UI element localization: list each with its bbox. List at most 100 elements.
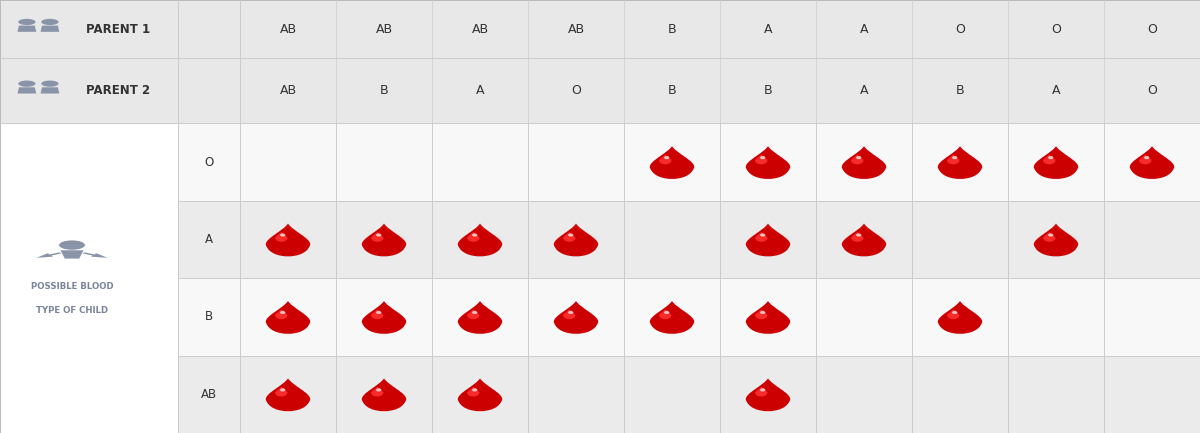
Bar <box>240 355 336 433</box>
Text: A: A <box>859 23 869 36</box>
PathPatch shape <box>553 223 599 256</box>
Text: B: B <box>955 84 965 97</box>
PathPatch shape <box>937 146 983 179</box>
FancyArrow shape <box>83 252 108 258</box>
Ellipse shape <box>472 233 478 237</box>
PathPatch shape <box>649 301 695 334</box>
Bar <box>1008 278 1104 355</box>
PathPatch shape <box>841 223 887 256</box>
Ellipse shape <box>280 388 286 391</box>
Text: B: B <box>667 84 677 97</box>
Text: B: B <box>763 84 773 97</box>
Text: PARENT 1: PARENT 1 <box>86 23 150 36</box>
PathPatch shape <box>659 155 672 164</box>
PathPatch shape <box>1139 155 1152 164</box>
Ellipse shape <box>280 233 286 237</box>
Bar <box>1008 355 1104 433</box>
Text: O: O <box>1051 23 1061 36</box>
Ellipse shape <box>760 388 766 391</box>
Bar <box>336 278 432 355</box>
Bar <box>336 355 432 433</box>
Text: O: O <box>204 155 214 168</box>
PathPatch shape <box>851 232 864 242</box>
Bar <box>336 123 432 201</box>
Ellipse shape <box>1048 233 1054 237</box>
Ellipse shape <box>376 233 382 237</box>
Bar <box>336 201 432 278</box>
Ellipse shape <box>760 156 766 159</box>
PathPatch shape <box>1043 155 1056 164</box>
Polygon shape <box>18 26 36 32</box>
PathPatch shape <box>265 378 311 411</box>
PathPatch shape <box>563 232 576 242</box>
Bar <box>1104 355 1200 433</box>
PathPatch shape <box>851 155 864 164</box>
Circle shape <box>41 19 59 25</box>
PathPatch shape <box>467 309 480 319</box>
Ellipse shape <box>760 311 766 314</box>
Ellipse shape <box>472 388 478 391</box>
PathPatch shape <box>947 309 960 319</box>
Circle shape <box>18 81 36 87</box>
PathPatch shape <box>1033 223 1079 256</box>
PathPatch shape <box>947 155 960 164</box>
PathPatch shape <box>755 155 768 164</box>
PathPatch shape <box>275 232 288 242</box>
Text: O: O <box>955 23 965 36</box>
Bar <box>816 201 912 278</box>
Text: AB: AB <box>280 84 296 97</box>
PathPatch shape <box>457 378 503 411</box>
Bar <box>1008 201 1104 278</box>
Ellipse shape <box>664 311 670 314</box>
Polygon shape <box>41 26 59 32</box>
Text: B: B <box>205 310 212 323</box>
Bar <box>1104 201 1200 278</box>
Ellipse shape <box>472 311 478 314</box>
Ellipse shape <box>760 233 766 237</box>
Bar <box>720 278 816 355</box>
Bar <box>240 278 336 355</box>
PathPatch shape <box>457 301 503 334</box>
Bar <box>912 123 1008 201</box>
PathPatch shape <box>371 232 384 242</box>
PathPatch shape <box>467 387 480 397</box>
FancyArrow shape <box>36 252 61 258</box>
Text: O: O <box>571 84 581 97</box>
PathPatch shape <box>745 301 791 334</box>
Text: PARENT 2: PARENT 2 <box>86 84 150 97</box>
PathPatch shape <box>371 387 384 397</box>
PathPatch shape <box>563 309 576 319</box>
Bar <box>0 58 1200 123</box>
Text: AB: AB <box>280 23 296 36</box>
Ellipse shape <box>1144 156 1150 159</box>
Bar <box>912 278 1008 355</box>
Circle shape <box>41 81 59 87</box>
Ellipse shape <box>952 156 958 159</box>
Ellipse shape <box>568 233 574 237</box>
Ellipse shape <box>1048 156 1054 159</box>
Ellipse shape <box>376 311 382 314</box>
Bar <box>178 355 240 433</box>
Bar <box>624 123 720 201</box>
Bar <box>528 278 624 355</box>
Circle shape <box>18 19 36 25</box>
Polygon shape <box>18 87 36 94</box>
Bar <box>0 0 1200 58</box>
PathPatch shape <box>841 146 887 179</box>
Bar <box>240 201 336 278</box>
Bar <box>816 355 912 433</box>
PathPatch shape <box>361 301 407 334</box>
PathPatch shape <box>275 387 288 397</box>
Bar <box>816 278 912 355</box>
Bar <box>240 123 336 201</box>
Text: AB: AB <box>376 23 392 36</box>
Bar <box>816 123 912 201</box>
Text: A: A <box>205 233 212 246</box>
Text: O: O <box>1147 23 1157 36</box>
Bar <box>720 123 816 201</box>
Bar <box>178 123 240 201</box>
Ellipse shape <box>856 233 862 237</box>
Ellipse shape <box>280 311 286 314</box>
PathPatch shape <box>755 232 768 242</box>
Ellipse shape <box>376 388 382 391</box>
